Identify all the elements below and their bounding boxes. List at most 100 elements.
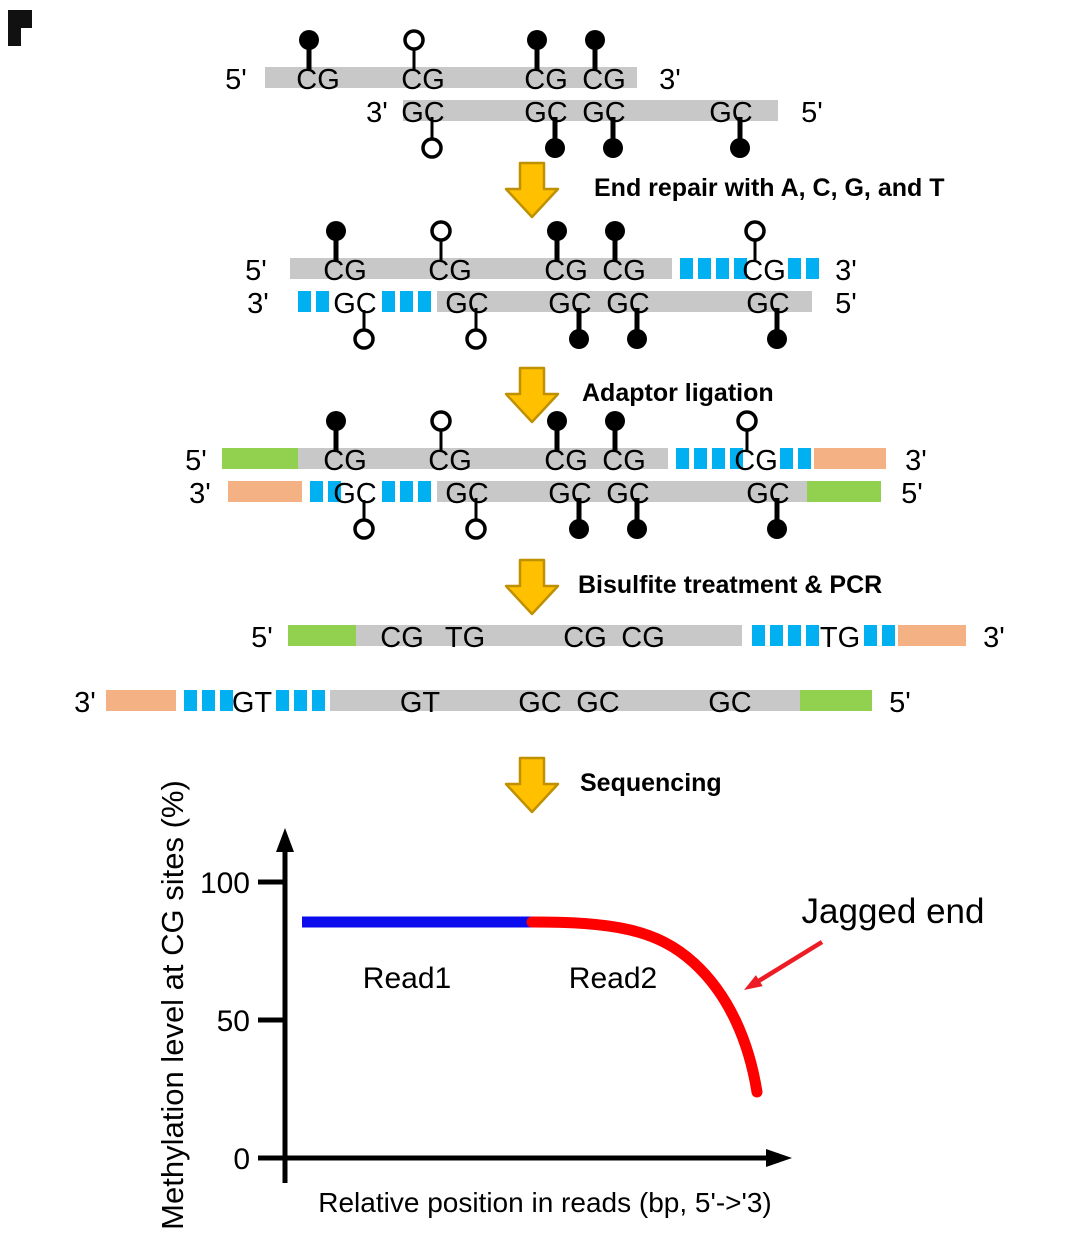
cpg-site: GC	[518, 687, 562, 719]
cpg-site: CG	[582, 64, 626, 96]
methylated-cpg-icon	[605, 411, 625, 452]
methylated-cpg-icon	[326, 221, 346, 262]
adaptor-green	[222, 448, 298, 469]
adaptor-orange	[106, 690, 176, 711]
methylated-cpg-icon	[547, 411, 567, 452]
bottom-strand: 3' 5' GC GC GC GC GC	[189, 478, 923, 540]
dna-strand-bar	[403, 100, 778, 121]
y-tick-label: 0	[233, 1143, 250, 1176]
cpg-site: GC	[548, 288, 592, 320]
strand-end-label: 3'	[74, 687, 96, 719]
strand-end-label: 5'	[835, 288, 857, 320]
strand-end-label: 5'	[251, 622, 273, 654]
cpg-site: CG	[544, 445, 588, 477]
filled-in-nucleotides-dashes	[680, 258, 819, 279]
bottom-strand: 3' 5' GT GT GC GC GC	[74, 687, 911, 719]
cpg-site: GC	[606, 478, 650, 510]
strand-end-label: 5'	[801, 97, 823, 129]
cpg-site: GC	[606, 288, 650, 320]
strand-end-label: 5'	[185, 445, 207, 477]
methylated-cpg-icon	[627, 498, 647, 539]
adaptor-green	[288, 625, 356, 646]
cpg-site: CG	[734, 445, 778, 477]
y-axis-label: Methylation level at CG sites (%)	[155, 780, 190, 1230]
cpg-site: CG	[323, 445, 367, 477]
step-bisulfite-pcr: Bisulfite treatment & PCR	[504, 558, 882, 616]
unmethylated-cpg-icon	[403, 29, 425, 71]
cpg-site: CG	[524, 64, 568, 96]
dna-strand-bar	[437, 291, 812, 312]
dna-strand-bar	[298, 448, 668, 469]
strand-end-label: 5'	[889, 687, 911, 719]
strand-end-label: 5'	[245, 255, 267, 287]
step-label: Sequencing	[580, 769, 722, 797]
methylation-chart: 100 50 0 Methylation level at CG sites (…	[155, 780, 984, 1230]
methylated-cpg-icon	[585, 30, 605, 71]
unmethylated-cpg-icon	[353, 500, 375, 540]
y-tick-label: 50	[217, 1005, 250, 1038]
strand-end-label: 3'	[905, 445, 927, 477]
y-axis-arrowhead-icon	[276, 828, 294, 852]
cpg-site: GC	[333, 288, 377, 320]
cpg-site: CG	[380, 622, 424, 654]
filled-in-nucleotides-dashes	[298, 291, 431, 312]
filled-in-nucleotides-dashes	[752, 625, 895, 646]
methylated-cpg-icon	[603, 117, 623, 158]
unmethylated-cpg-icon	[421, 117, 443, 159]
top-strand: 5' 3' CG CG CG CG CG	[245, 220, 857, 287]
filled-in-nucleotides-dashes	[310, 481, 431, 502]
unmethylated-cpg-icon	[353, 310, 375, 350]
adaptor-orange	[228, 481, 302, 502]
original-dsdna-panel: 5' 3' CG CG CG CG 3' 5' GC GC GC GC	[225, 29, 823, 159]
cpg-site: GC	[401, 97, 445, 129]
cropped-corner-artifact	[8, 10, 32, 46]
dna-strand-bar	[356, 625, 742, 646]
unmethylated-cpg-icon	[430, 410, 452, 452]
filled-in-nucleotides-dashes	[676, 448, 811, 469]
dna-strand-bar	[290, 258, 672, 279]
cpg-site: GC	[746, 478, 790, 510]
unmethylated-cpg-icon	[465, 498, 487, 540]
methylated-cpg-icon	[605, 221, 625, 262]
methylated-cpg-icon	[326, 411, 346, 452]
methylated-cpg-icon	[299, 30, 319, 71]
down-arrow-icon	[504, 366, 560, 424]
cpg-site: CG	[544, 255, 588, 287]
read1-label: Read1	[363, 962, 451, 995]
top-strand: 5' 3' CG TG CG CG TG	[251, 622, 1005, 654]
adaptor-green	[800, 690, 872, 711]
down-arrow-icon	[504, 161, 560, 219]
down-arrow-icon	[504, 558, 560, 616]
dna-strand-bar	[330, 690, 800, 711]
step-sequencing: Sequencing	[504, 756, 722, 814]
cpg-site: CG	[742, 255, 786, 287]
bottom-strand: 3' 5' GC GC GC GC GC	[247, 288, 857, 350]
cpg-site: CG	[323, 255, 367, 287]
cpg-site: GC	[708, 687, 752, 719]
down-arrow-icon	[504, 756, 560, 814]
cpg-site: GC	[709, 97, 753, 129]
strand-end-label: 5'	[225, 64, 247, 96]
methylated-cpg-icon	[767, 308, 787, 349]
unmethylated-cpg-icon	[736, 410, 758, 450]
jagged-end-annotation: Jagged end	[802, 892, 985, 931]
adaptor-green	[807, 481, 881, 502]
cpg-site: GC	[524, 97, 568, 129]
cpg-site: CG	[563, 622, 607, 654]
unmethylated-cpg-icon	[744, 220, 766, 260]
adaptor-ligated-panel: 5' 3' CG CG CG CG CG 3'	[185, 410, 927, 540]
methylated-cpg-icon	[569, 308, 589, 349]
methylated-cpg-icon	[545, 117, 565, 158]
cpg-site: GC	[576, 687, 620, 719]
bottom-strand: 3' 5' GC GC GC GC	[366, 97, 823, 159]
cpg-site: GC	[746, 288, 790, 320]
filled-in-nucleotides-dashes	[184, 690, 325, 711]
cpg-site: GC	[333, 478, 377, 510]
x-axis-label: Relative position in reads (bp, 5'->'3)	[318, 1187, 771, 1218]
read2-curve	[526, 916, 763, 1098]
cpg-site: CG	[602, 255, 646, 287]
methylated-cpg-icon	[547, 221, 567, 262]
step-label: Adaptor ligation	[582, 379, 774, 407]
converted-site: TG	[445, 622, 485, 654]
